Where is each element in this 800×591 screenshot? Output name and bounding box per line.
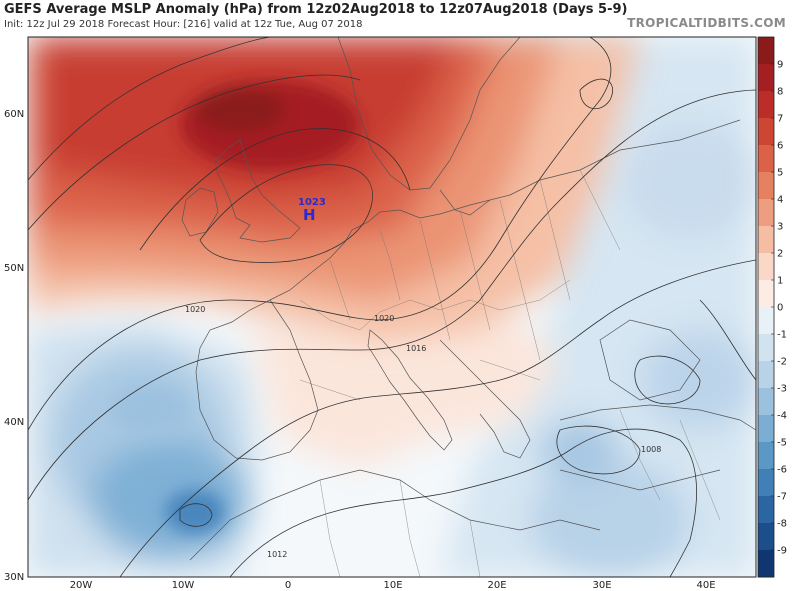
colorbar-swatch [758, 442, 774, 470]
anomaly-field: 1020 1020 1016 1008 1012 1023 H [28, 37, 756, 577]
colorbar-swatch [758, 280, 774, 308]
colorbar-swatch [758, 253, 774, 281]
colorbar-tick-label: -8 [777, 519, 787, 530]
colorbar-tick-label: 5 [777, 168, 783, 179]
colorbar-swatch [758, 226, 774, 254]
colorbar-swatch [758, 199, 774, 227]
colorbar-swatch [758, 550, 774, 578]
map-title: GEFS Average MSLP Anomaly (hPa) from 12z… [4, 2, 628, 17]
colorbar-swatch [758, 496, 774, 524]
latitude-axis: 60N 50N 40N 30N [4, 109, 24, 583]
colorbar-tick-label: 8 [777, 87, 783, 98]
colorbar-swatch [758, 415, 774, 443]
colorbar-tick-label: 4 [777, 195, 783, 206]
lon-label: 0 [285, 580, 291, 591]
isobars [28, 37, 756, 577]
coastlines [181, 37, 756, 561]
lat-label: 60N [4, 109, 24, 120]
colorbar-swatch [758, 469, 774, 497]
colorbar-labels: 9 8 7 6 5 4 3 2 1 0 -1 -2 -3 -4 -5 -6 -7 -8 -9 [771, 60, 787, 557]
lon-label: 30E [592, 580, 611, 591]
colorbar-swatch [758, 91, 774, 119]
colorbar-tick-label: 0 [777, 303, 783, 314]
colorbar-tick-label: 6 [777, 141, 783, 152]
colorbar-tick-label: -5 [777, 438, 787, 449]
colorbar-tick-label: -4 [777, 411, 787, 422]
lat-label: 50N [4, 263, 24, 274]
colorbar-swatch [758, 37, 774, 65]
colorbar-swatch [758, 388, 774, 416]
colorbar-tick-label: 1 [777, 276, 783, 287]
borders [299, 169, 721, 577]
colorbar-swatch [758, 145, 774, 173]
colorbar-swatch [758, 64, 774, 92]
lon-label: 10W [172, 580, 195, 591]
colorbar-tick-label: 2 [777, 249, 783, 260]
map-frame [27, 36, 757, 578]
isobar-label: 1012 [267, 550, 287, 559]
high-pressure-value: 1023 [298, 197, 326, 208]
lon-label: 40E [696, 580, 715, 591]
colorbar-swatch [758, 523, 774, 551]
lat-label: 40N [4, 417, 24, 428]
isobar-label: 1020 [374, 314, 394, 323]
colorbar-swatch [758, 172, 774, 200]
longitude-axis: 20W 10W 0 10E 20E 30E 40E [70, 580, 716, 591]
lon-label: 20E [487, 580, 506, 591]
colorbar-swatch [758, 334, 774, 362]
colorbar-tick-label: -7 [777, 492, 787, 503]
colorbar-tick-label: -3 [777, 384, 787, 395]
lat-label: 30N [4, 572, 24, 583]
colorbar-tick-label: -1 [777, 330, 787, 341]
colorbar-tick-label: 9 [777, 60, 783, 71]
colorbar [757, 36, 775, 578]
lon-label: 20W [70, 580, 93, 591]
colorbar-tick-label: 7 [777, 114, 783, 125]
colorbar-tick-label: -2 [777, 357, 787, 368]
isobar-label: 1008 [641, 445, 661, 454]
colorbar-swatch [758, 361, 774, 389]
high-pressure-marker: H [303, 206, 316, 224]
map-subtitle: Init: 12z Jul 29 2018 Forecast Hour: [21… [4, 19, 363, 30]
colorbar-swatch [758, 118, 774, 146]
colorbar-tick-label: -9 [777, 546, 787, 557]
lon-label: 10E [383, 580, 402, 591]
isobar-label: 1016 [406, 344, 426, 353]
colorbar-swatch [758, 307, 774, 335]
colorbar-tick-label: -6 [777, 465, 787, 476]
site-watermark: TROPICALTIDBITS.COM [627, 16, 786, 30]
isobar-label: 1020 [185, 305, 205, 314]
colorbar-tick-label: 3 [777, 222, 783, 233]
